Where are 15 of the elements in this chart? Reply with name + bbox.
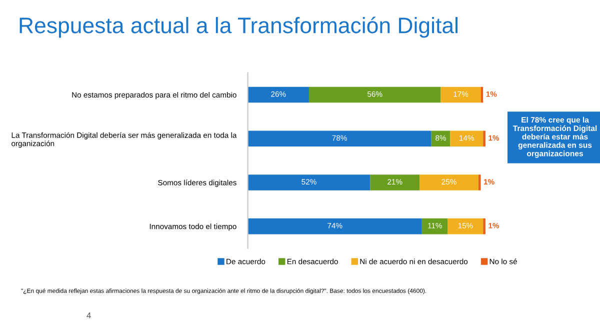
bar	[431, 130, 450, 146]
bar	[420, 174, 478, 190]
bar	[248, 86, 309, 103]
bar	[248, 174, 370, 190]
bar	[448, 218, 484, 234]
bar	[248, 130, 432, 146]
chart-title: Respuesta actual a la Transformación Digital	[20, 16, 458, 38]
bar	[422, 218, 448, 234]
bar	[248, 218, 422, 234]
bar	[370, 174, 420, 190]
bar	[450, 130, 484, 146]
bar	[480, 86, 484, 103]
bar	[440, 86, 481, 103]
bar	[308, 86, 441, 103]
text: 4	[86, 312, 91, 318]
